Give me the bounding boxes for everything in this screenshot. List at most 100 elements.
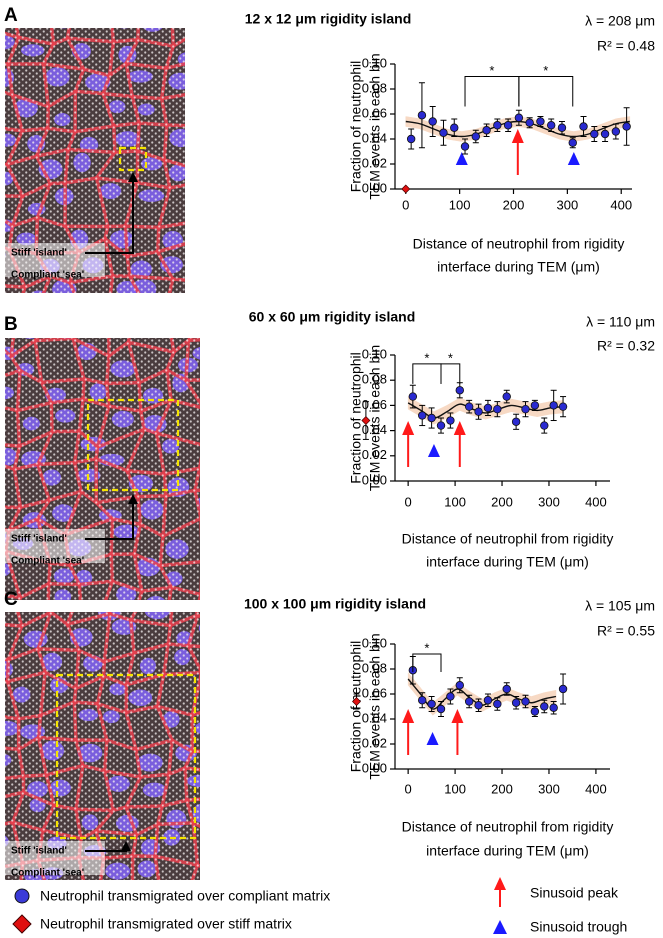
- y-tick-label: 0.06: [362, 685, 387, 700]
- point: [493, 404, 502, 414]
- nucleus: [204, 676, 228, 695]
- x-tick-label: 200: [491, 494, 513, 509]
- junction: [71, 338, 75, 341]
- x-tick-label: 300: [538, 781, 560, 796]
- y-axis-label: Fraction of neutrophil: [348, 641, 364, 773]
- y-tick-label: 0.02: [362, 735, 387, 750]
- junction: [199, 516, 200, 520]
- y-tick-label: 0.04: [362, 422, 387, 437]
- point: [600, 129, 610, 139]
- point: [568, 138, 577, 147]
- micrograph: Stiff 'island' Compliant 'sea': [5, 3, 223, 329]
- peak-arrow-head: [453, 421, 466, 435]
- image-label: Compliant 'sea': [11, 868, 84, 879]
- junction: [217, 798, 221, 835]
- nucleus: [120, 28, 129, 29]
- point: [549, 703, 558, 712]
- pointer-head: [121, 841, 131, 851]
- point: [503, 121, 513, 130]
- annotation: λ = 110 μm: [586, 314, 655, 330]
- point: [511, 417, 521, 426]
- junction: [50, 9, 72, 13]
- peak-arrow-head: [451, 709, 464, 723]
- nucleus: [235, 756, 252, 771]
- trough-marker: [567, 152, 580, 165]
- nucleus: [233, 473, 252, 485]
- nucleus: [197, 225, 223, 243]
- nucleus: [202, 870, 222, 886]
- nucleus: [217, 586, 242, 606]
- nucleus: [22, 311, 45, 329]
- junction: [229, 434, 234, 466]
- x-tick-label: 300: [557, 197, 579, 212]
- point: [352, 697, 362, 706]
- point: [579, 122, 588, 131]
- y-tick-label: 0.08: [362, 372, 387, 387]
- junction: [188, 126, 192, 167]
- y-axis-label: Fraction of neutrophil: [348, 352, 364, 484]
- junction: [195, 863, 200, 868]
- nucleus: [0, 463, 5, 479]
- junction: [203, 322, 222, 325]
- annotation: R² = 0.48: [597, 38, 655, 54]
- annotation: R² = 0.55: [597, 623, 655, 639]
- junction: [193, 62, 197, 93]
- junction: [126, 338, 131, 344]
- panel-letter: A: [4, 5, 18, 26]
- nucleus: [205, 599, 225, 616]
- y-tick-label: 0.08: [362, 80, 387, 95]
- point: [464, 697, 474, 706]
- junction: [139, 3, 172, 11]
- x-tick-label: 200: [491, 781, 513, 796]
- peak-arrow-head: [402, 421, 415, 435]
- label-backdrop: [5, 243, 105, 277]
- nucleus: [134, 316, 159, 333]
- y-tick-label: 0.10: [362, 346, 387, 361]
- nucleus: [206, 449, 231, 468]
- point: [521, 404, 530, 414]
- point: [622, 122, 631, 131]
- chart-title: 100 x 100 μm rigidity island: [244, 596, 426, 612]
- legend-label: Neutrophil transmigrated over compliant …: [40, 888, 330, 904]
- chart-title: 60 x 60 μm rigidity island: [249, 309, 416, 325]
- nucleus: [21, 902, 46, 914]
- nucleus: [0, 809, 3, 823]
- y-axis-label: TEM events in each bin: [367, 345, 383, 491]
- pointer-head: [128, 172, 138, 182]
- legend-label: Sinusoid peak: [530, 885, 619, 901]
- nucleus: [234, 413, 257, 426]
- pointer-arrow: [85, 180, 134, 254]
- legend-label: Sinusoid trough: [530, 919, 627, 935]
- point: [460, 142, 470, 151]
- label-backdrop: [5, 529, 105, 563]
- y-axis-label: TEM events in each bin: [367, 633, 383, 779]
- y-tick-label: 0.08: [362, 660, 387, 675]
- point: [502, 684, 511, 694]
- image-label: Compliant 'sea': [11, 270, 84, 281]
- significance-bracket: [518, 76, 574, 107]
- junction: [220, 686, 233, 707]
- legend-marker: [14, 888, 30, 904]
- legend-label: Neutrophil transmigrated over stiff matr…: [40, 916, 292, 932]
- junction: [216, 835, 221, 871]
- junction: [197, 466, 200, 470]
- chart-title: 12 x 12 μm rigidity island: [245, 11, 412, 27]
- junction: [199, 575, 200, 597]
- point: [530, 707, 540, 716]
- nucleus: [228, 571, 250, 586]
- image-label: Compliant 'sea': [11, 556, 84, 567]
- nucleus: [196, 287, 216, 300]
- y-tick-label: 0.10: [362, 635, 387, 650]
- pointer-head: [128, 494, 138, 504]
- nucleus: [222, 842, 247, 854]
- point: [361, 416, 371, 426]
- nucleus: [0, 887, 3, 907]
- junction: [192, 239, 203, 281]
- image-label: Stiff 'island': [11, 846, 67, 857]
- junction: [133, 312, 167, 313]
- x-tick-label: 200: [503, 197, 525, 212]
- nucleus: [0, 628, 3, 643]
- point: [540, 421, 549, 430]
- point: [482, 126, 491, 135]
